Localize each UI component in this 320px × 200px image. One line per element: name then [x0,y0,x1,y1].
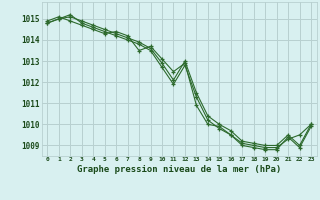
X-axis label: Graphe pression niveau de la mer (hPa): Graphe pression niveau de la mer (hPa) [77,165,281,174]
